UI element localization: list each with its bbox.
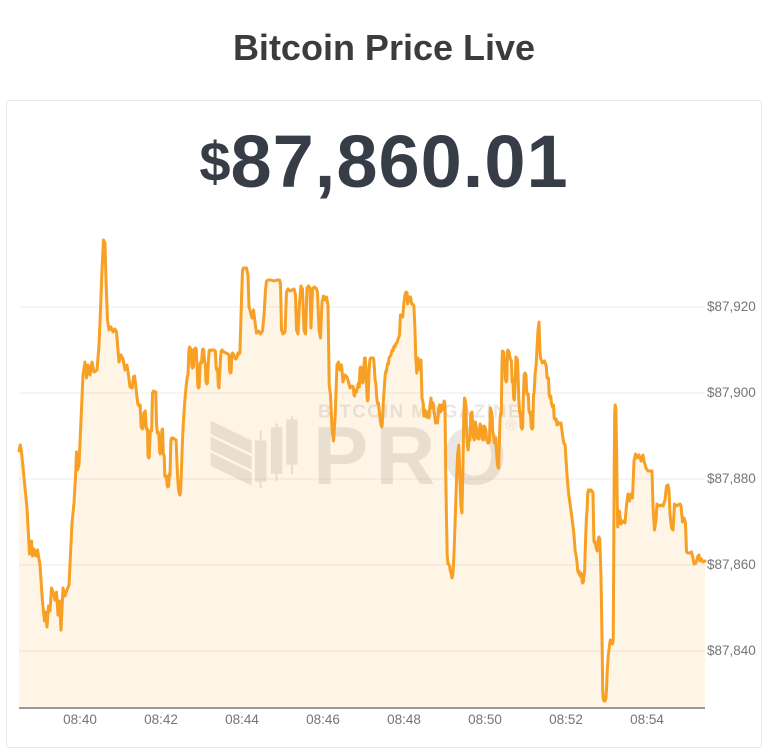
svg-text:PRO: PRO	[313, 409, 514, 502]
svg-text:®: ®	[506, 417, 517, 434]
